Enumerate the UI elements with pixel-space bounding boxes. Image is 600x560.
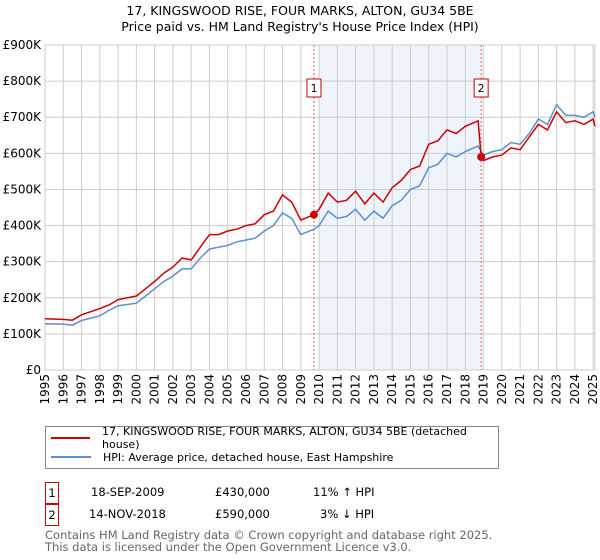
x-tick-label: 2025 — [586, 374, 600, 405]
x-tick-label: 1996 — [56, 374, 70, 405]
transaction-hpi: 3% ↓ HPI — [320, 507, 375, 521]
x-tick-label: 2014 — [385, 374, 399, 405]
x-tick-label: 2023 — [550, 374, 564, 405]
x-tick-label: 2012 — [349, 374, 363, 405]
x-tick-label: 2009 — [294, 374, 308, 405]
sale-point — [477, 152, 486, 161]
x-tick-label: 2000 — [129, 374, 143, 405]
transaction-hpi: 11% ↑ HPI — [313, 485, 375, 499]
x-tick-label: 2005 — [221, 374, 235, 405]
footer-copyright: Contains HM Land Registry data © Crown c… — [45, 528, 493, 542]
x-tick-label: 1995 — [38, 374, 52, 405]
y-tick-label: £600K — [3, 146, 43, 160]
x-tick-label: 2008 — [276, 374, 290, 405]
legend-label: HPI: Average price, detached house, East… — [103, 450, 394, 464]
shaded-period — [319, 45, 482, 370]
x-tick-label: 1998 — [93, 374, 107, 405]
x-tick-label: 1999 — [111, 374, 125, 405]
y-tick-label: £0 — [26, 363, 41, 377]
x-tick-label: 2011 — [330, 374, 344, 405]
y-tick-label: £700K — [3, 110, 43, 124]
transaction-date: 18-SEP-2009 — [91, 485, 165, 499]
x-tick-label: 2024 — [568, 374, 582, 405]
x-tick-label: 2007 — [257, 374, 271, 405]
chart-title: 17, KINGSWOOD RISE, FOUR MARKS, ALTON, G… — [126, 3, 474, 18]
x-tick-label: 2017 — [440, 374, 454, 405]
x-tick-label: 2016 — [422, 374, 436, 405]
hpi-line — [44, 103, 596, 326]
legend-swatch-red — [51, 437, 91, 439]
transaction-price: £590,000 — [215, 507, 270, 521]
sale-label-box — [306, 78, 322, 98]
y-tick-label: £200K — [3, 291, 43, 305]
legend-label: 17, KINGSWOOD RISE, FOUR MARKS, ALTON, G… — [102, 425, 467, 451]
transaction-price: £430,000 — [215, 485, 270, 499]
legend-item-property: 17, KINGSWOOD RISE, FOUR MARKS, ALTON, G… — [46, 425, 498, 451]
property-price-line — [44, 110, 596, 321]
x-tick-label: 1997 — [75, 374, 89, 405]
x-tick-label: 2002 — [166, 374, 180, 405]
x-tick-label: 2022 — [531, 374, 545, 405]
sale-label: 1 — [310, 82, 317, 95]
transaction-badge: 1 — [45, 482, 59, 504]
y-tick-label: £100K — [3, 327, 43, 341]
x-tick-label: 2003 — [184, 374, 198, 405]
y-tick-label: £900K — [3, 38, 43, 52]
legend-item-hpi: HPI: Average price, detached house, East… — [46, 448, 393, 466]
x-tick-label: 2020 — [495, 374, 509, 405]
transaction-date: 14-NOV-2018 — [89, 507, 166, 521]
price-chart: £0 £100K £200K £300K £400K £500K £600K £700K £80… — [3, 38, 600, 405]
y-tick-label: £500K — [3, 182, 43, 196]
x-tick-label: 2004 — [202, 374, 216, 405]
x-tick-label: 2013 — [367, 374, 381, 405]
footer-licence: This data is licensed under the Open Gov… — [45, 540, 412, 554]
sale-label-box — [473, 78, 489, 98]
y-tick-label: £300K — [3, 255, 43, 269]
y-tick-label: £800K — [3, 74, 43, 88]
x-tick-label: 2001 — [148, 374, 162, 405]
x-tick-label: 2021 — [513, 374, 527, 405]
transaction-badge: 2 — [45, 504, 59, 526]
x-tick-label: 2006 — [239, 374, 253, 405]
legend: 17, KINGSWOOD RISE, FOUR MARKS, ALTON, G… — [45, 425, 499, 469]
y-tick-label: £400K — [3, 219, 43, 233]
x-tick-label: 2019 — [477, 374, 491, 405]
chart-subtitle: Price paid vs. HM Land Registry's House … — [121, 19, 479, 34]
legend-swatch-blue — [51, 456, 91, 458]
x-tick-label: 2018 — [458, 374, 472, 405]
x-tick-label: 2010 — [312, 374, 326, 405]
sale-point — [309, 210, 318, 219]
x-tick-label: 2015 — [403, 374, 417, 405]
sale-label: 2 — [478, 82, 485, 95]
